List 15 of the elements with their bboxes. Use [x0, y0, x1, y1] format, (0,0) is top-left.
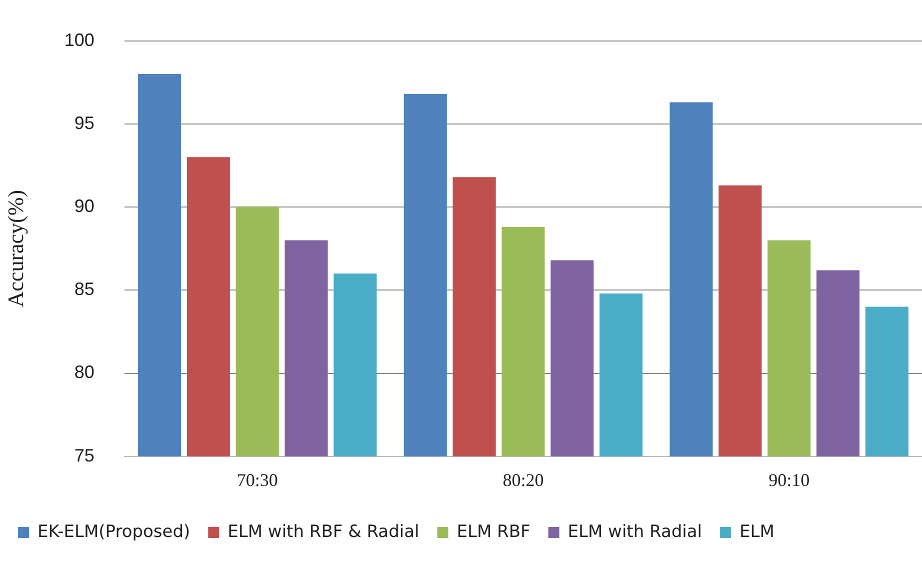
- y-tick-label: 85: [74, 279, 94, 300]
- legend-label: EK-ELM(Proposed): [38, 522, 190, 542]
- y-axis-title: Accuracy(%): [2, 190, 28, 308]
- y-tick-label: 95: [74, 112, 94, 133]
- legend-label: ELM with RBF & Radial: [228, 522, 420, 542]
- x-tick-label: 90:10: [768, 470, 810, 490]
- legend-label: ELM with Radial: [568, 522, 702, 542]
- legend-label: ELM RBF: [456, 522, 530, 542]
- y-tick-label: 80: [74, 362, 94, 382]
- legend-label: ELM: [740, 522, 774, 542]
- x-tick-label: 70:30: [236, 470, 278, 490]
- y-tick-label: 75: [74, 445, 94, 466]
- x-tick-label: 80:20: [502, 470, 544, 490]
- y-tick-label: 90: [74, 196, 94, 216]
- y-tick-label: 100: [64, 30, 94, 50]
